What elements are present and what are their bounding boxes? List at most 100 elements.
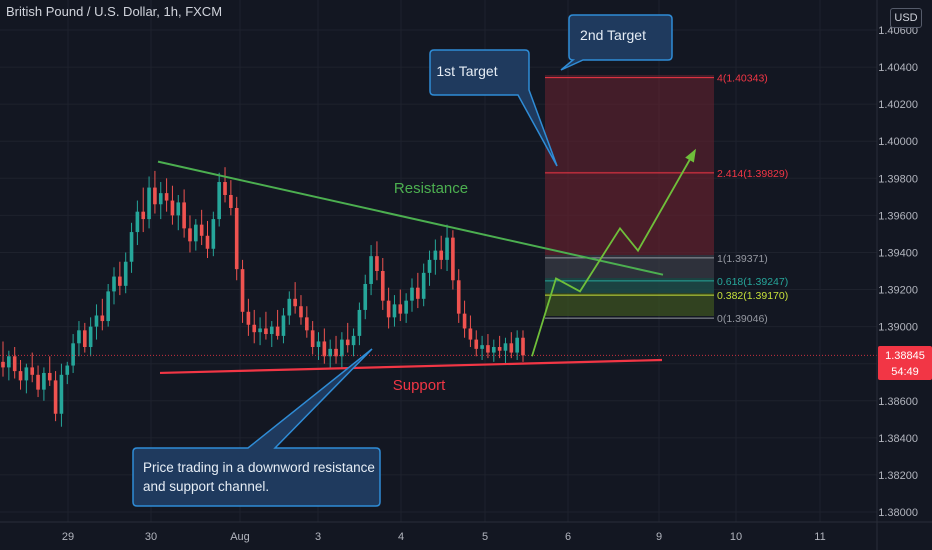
time-tick-label: 11 — [814, 531, 825, 543]
time-tick-label: 6 — [565, 531, 571, 543]
support-line[interactable] — [159, 358, 663, 375]
candle-body — [82, 330, 87, 348]
candle-body — [310, 330, 315, 348]
candle-body — [351, 335, 356, 346]
candle-body — [269, 326, 274, 335]
price-tick-label: 1.39400 — [878, 247, 918, 259]
candle-body — [509, 343, 514, 353]
candle-body — [258, 328, 262, 333]
projected-path-arrow — [531, 150, 696, 357]
candle-body — [480, 345, 484, 349]
candle-body — [305, 317, 309, 331]
candle-body — [328, 348, 333, 357]
candle-body — [293, 298, 297, 307]
candle-body — [53, 380, 58, 414]
candle-body — [363, 283, 368, 310]
candle-body — [427, 259, 432, 273]
candle-body — [340, 339, 344, 357]
price-tick-label: 1.38000 — [878, 507, 918, 519]
candle-body — [386, 300, 391, 318]
candle-body — [77, 330, 81, 344]
price-tick-label: 1.40600 — [878, 25, 918, 37]
support-label: Support — [393, 377, 446, 394]
candle-body — [223, 182, 227, 195]
candle-body — [182, 202, 186, 229]
candle-body — [1, 361, 5, 368]
time-axis[interactable]: 29 30 Aug 3 4 5 6 9 10 11 — [0, 521, 932, 543]
candle-body — [30, 367, 35, 375]
currency-button[interactable]: USD — [890, 8, 922, 28]
candle-body — [398, 304, 403, 314]
candle-body — [88, 326, 93, 348]
candle-body — [521, 337, 525, 356]
candle-body — [486, 345, 490, 353]
candle-body — [375, 256, 379, 271]
time-tick-label: 30 — [145, 531, 157, 543]
candle-body — [316, 341, 321, 348]
callout-2nd-target-text: 2nd Target — [580, 27, 646, 43]
candle-body — [135, 211, 140, 233]
candle-body — [112, 276, 116, 292]
time-tick-label: 9 — [656, 531, 662, 543]
candle-body — [252, 324, 257, 333]
candle-body — [451, 237, 455, 281]
candle-body — [65, 365, 70, 375]
candle-body — [246, 311, 251, 325]
callout-channel-note[interactable]: Price trading in a downword resistance a… — [132, 348, 381, 507]
candle-body — [345, 339, 350, 346]
candle-body — [503, 343, 508, 351]
candle-body — [392, 304, 397, 318]
candle-body — [12, 356, 17, 372]
candle-body — [100, 315, 105, 322]
candle-body — [275, 326, 280, 336]
fib-level-label: 1(1.39371) — [717, 253, 768, 265]
candle-body — [47, 372, 52, 381]
callout-1st-target-text: 1st Target — [436, 63, 497, 79]
candle-body — [497, 347, 502, 351]
symbol-title: British Pound / U.S. Dollar, 1h, FXCM — [6, 4, 223, 19]
candle-body — [281, 315, 286, 336]
candle-body — [123, 261, 128, 286]
candle-body — [42, 372, 46, 390]
candle-body — [59, 374, 64, 414]
resistance-line[interactable] — [157, 160, 664, 276]
price-tick-label: 1.38400 — [878, 433, 918, 445]
candle-body — [106, 291, 110, 322]
fib-level-label: 2.414(1.39829) — [717, 168, 788, 180]
candle-body — [404, 300, 408, 314]
candle-body — [421, 272, 426, 299]
candle-body — [129, 232, 134, 262]
current-price-badge: 1.38845 54:49 — [878, 346, 932, 380]
arrowhead-icon — [685, 148, 696, 163]
candle-body — [188, 228, 192, 242]
candle-body — [211, 219, 216, 249]
candle-body — [357, 309, 362, 336]
candle-body — [141, 211, 146, 220]
candle-body — [18, 371, 23, 381]
price-tick-label: 1.39600 — [878, 210, 918, 222]
price-tick-label: 1.40000 — [878, 136, 918, 148]
price-axis[interactable]: 1.380001.382001.384001.386001.388001.390… — [876, 0, 918, 550]
fib-level-label: 0.382(1.39170) — [717, 290, 788, 302]
callout-channel-line1: Price trading in a downword resistance — [143, 460, 375, 475]
fibonacci-levels: 4(1.40343) 2.414(1.39829) 1(1.39371) 0.618(… — [545, 73, 788, 325]
fib-level-label: 4(1.40343) — [717, 73, 768, 85]
resistance-label: Resistance — [394, 180, 468, 197]
callout-1st-target[interactable]: 1st Target — [429, 49, 558, 167]
time-tick-label: 4 — [398, 531, 404, 543]
candle-body — [322, 341, 327, 357]
price-tick-label: 1.39800 — [878, 173, 918, 185]
price-tick-label: 1.39000 — [878, 322, 918, 334]
candle-body — [71, 343, 75, 366]
candle-body — [474, 339, 479, 349]
time-tick-label: 10 — [730, 531, 742, 543]
time-tick-label: 29 — [62, 531, 74, 543]
candle-body — [234, 207, 239, 270]
candle-body — [36, 374, 40, 390]
time-tick-label: 3 — [315, 531, 321, 543]
candle-body — [7, 356, 11, 368]
fib-zone-0618 — [545, 278, 714, 293]
callout-2nd-target[interactable]: 2nd Target — [560, 14, 673, 71]
candle-body — [456, 280, 461, 314]
